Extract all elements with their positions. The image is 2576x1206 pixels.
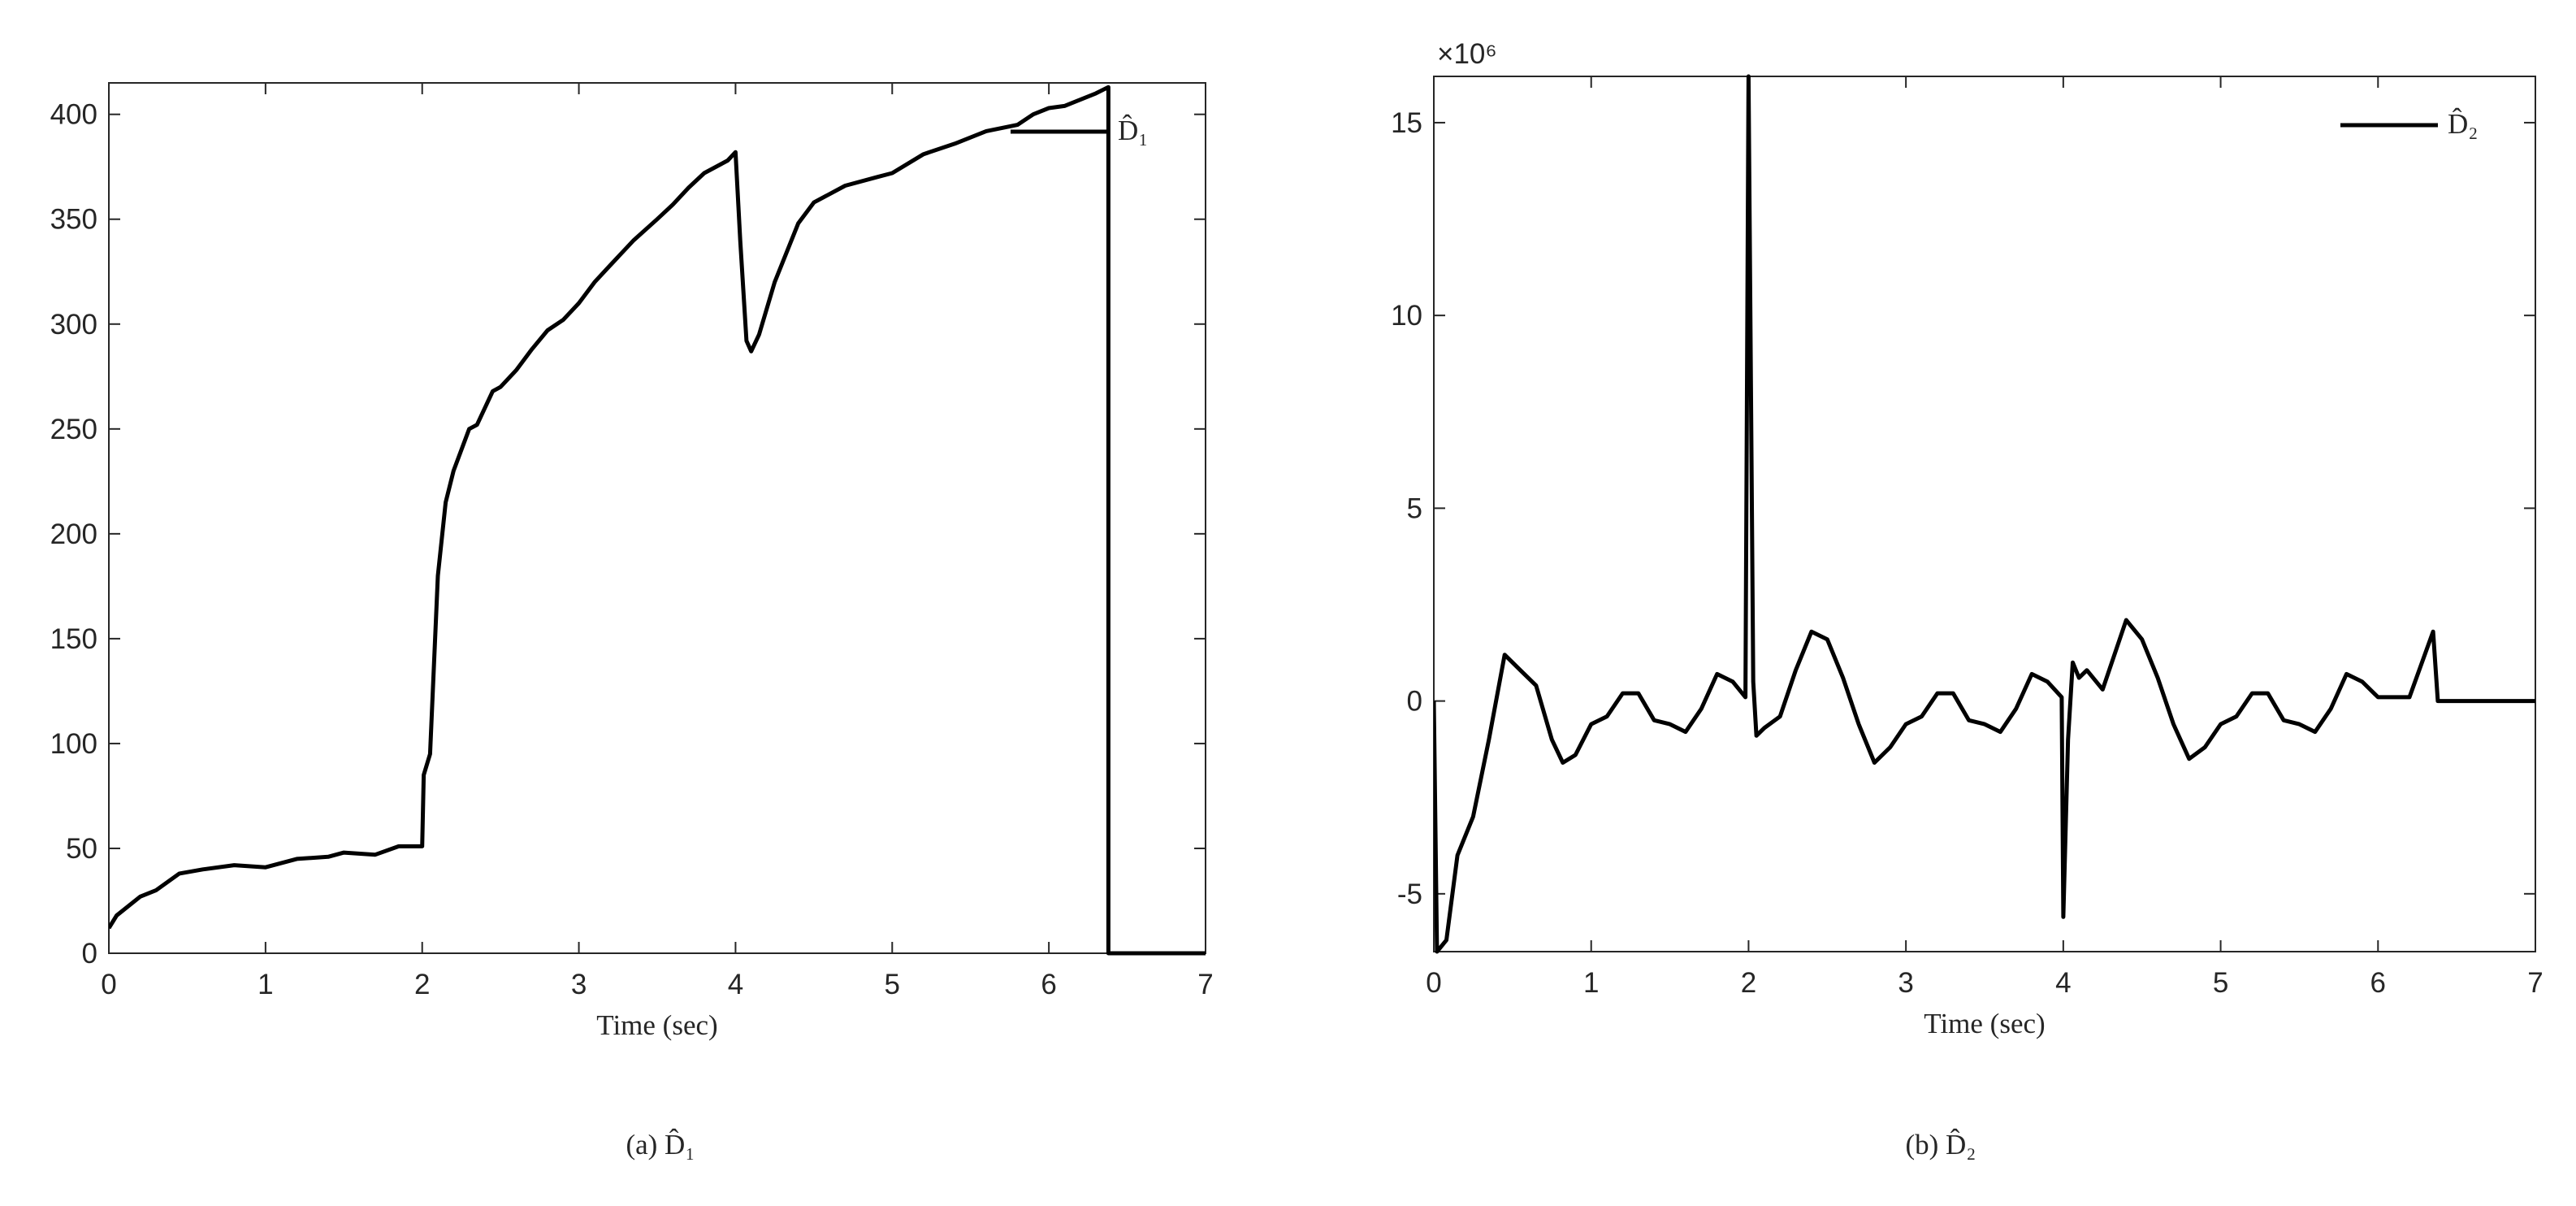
y-tick-label: 100: [50, 728, 97, 760]
legend-label: D̂₁: [1118, 113, 1148, 146]
x-tick-label: 3: [1898, 967, 1913, 999]
y-tick-label: 200: [50, 518, 97, 550]
x-tick-label: 6: [1041, 969, 1056, 1000]
x-tick-label: 5: [2213, 967, 2228, 999]
x-tick-label: 2: [1741, 967, 1756, 999]
x-tick-label: 7: [1197, 969, 1213, 1000]
data-line: [1434, 74, 2535, 954]
y-tick-label: 250: [50, 414, 97, 445]
x-tick-label: 5: [885, 969, 900, 1000]
y-tick-label: -5: [1397, 878, 1422, 910]
y-tick-label: 400: [50, 99, 97, 131]
x-tick-label: 4: [728, 969, 743, 1000]
x-tick-label: 0: [1426, 967, 1441, 999]
x-tick-label: 4: [2055, 967, 2071, 999]
data-line: [109, 85, 1206, 956]
y-tick-label: 5: [1407, 492, 1422, 524]
y-tick-label: 0: [1407, 686, 1422, 718]
x-tick-label: 6: [2370, 967, 2386, 999]
x-axis-label: Time (sec): [596, 1009, 717, 1041]
x-tick-label: 3: [571, 969, 587, 1000]
y-tick-label: 15: [1391, 107, 1422, 139]
y-tick-label: 10: [1391, 300, 1422, 332]
x-tick-label: 0: [101, 969, 116, 1000]
x-axis-label: Time (sec): [1924, 1008, 2045, 1039]
plot-frame: [1433, 76, 2536, 952]
legend-label: D̂₂: [2448, 106, 2478, 140]
caption: (b) D̂₂: [1905, 1127, 1976, 1160]
y-tick-label: 350: [50, 204, 97, 236]
x-tick-label: 7: [2527, 967, 2543, 999]
x-tick-label: 2: [414, 969, 430, 1000]
y-tick-label: 150: [50, 623, 97, 655]
caption: (a) D̂₁: [626, 1127, 695, 1160]
plot-frame: [108, 82, 1206, 954]
x-tick-label: 1: [258, 969, 273, 1000]
y-tick-label: 300: [50, 309, 97, 341]
y-multiplier: ×10⁶: [1437, 38, 1497, 70]
x-tick-label: 1: [1583, 967, 1599, 999]
y-tick-label: 50: [66, 833, 97, 865]
y-tick-label: 0: [82, 938, 97, 970]
